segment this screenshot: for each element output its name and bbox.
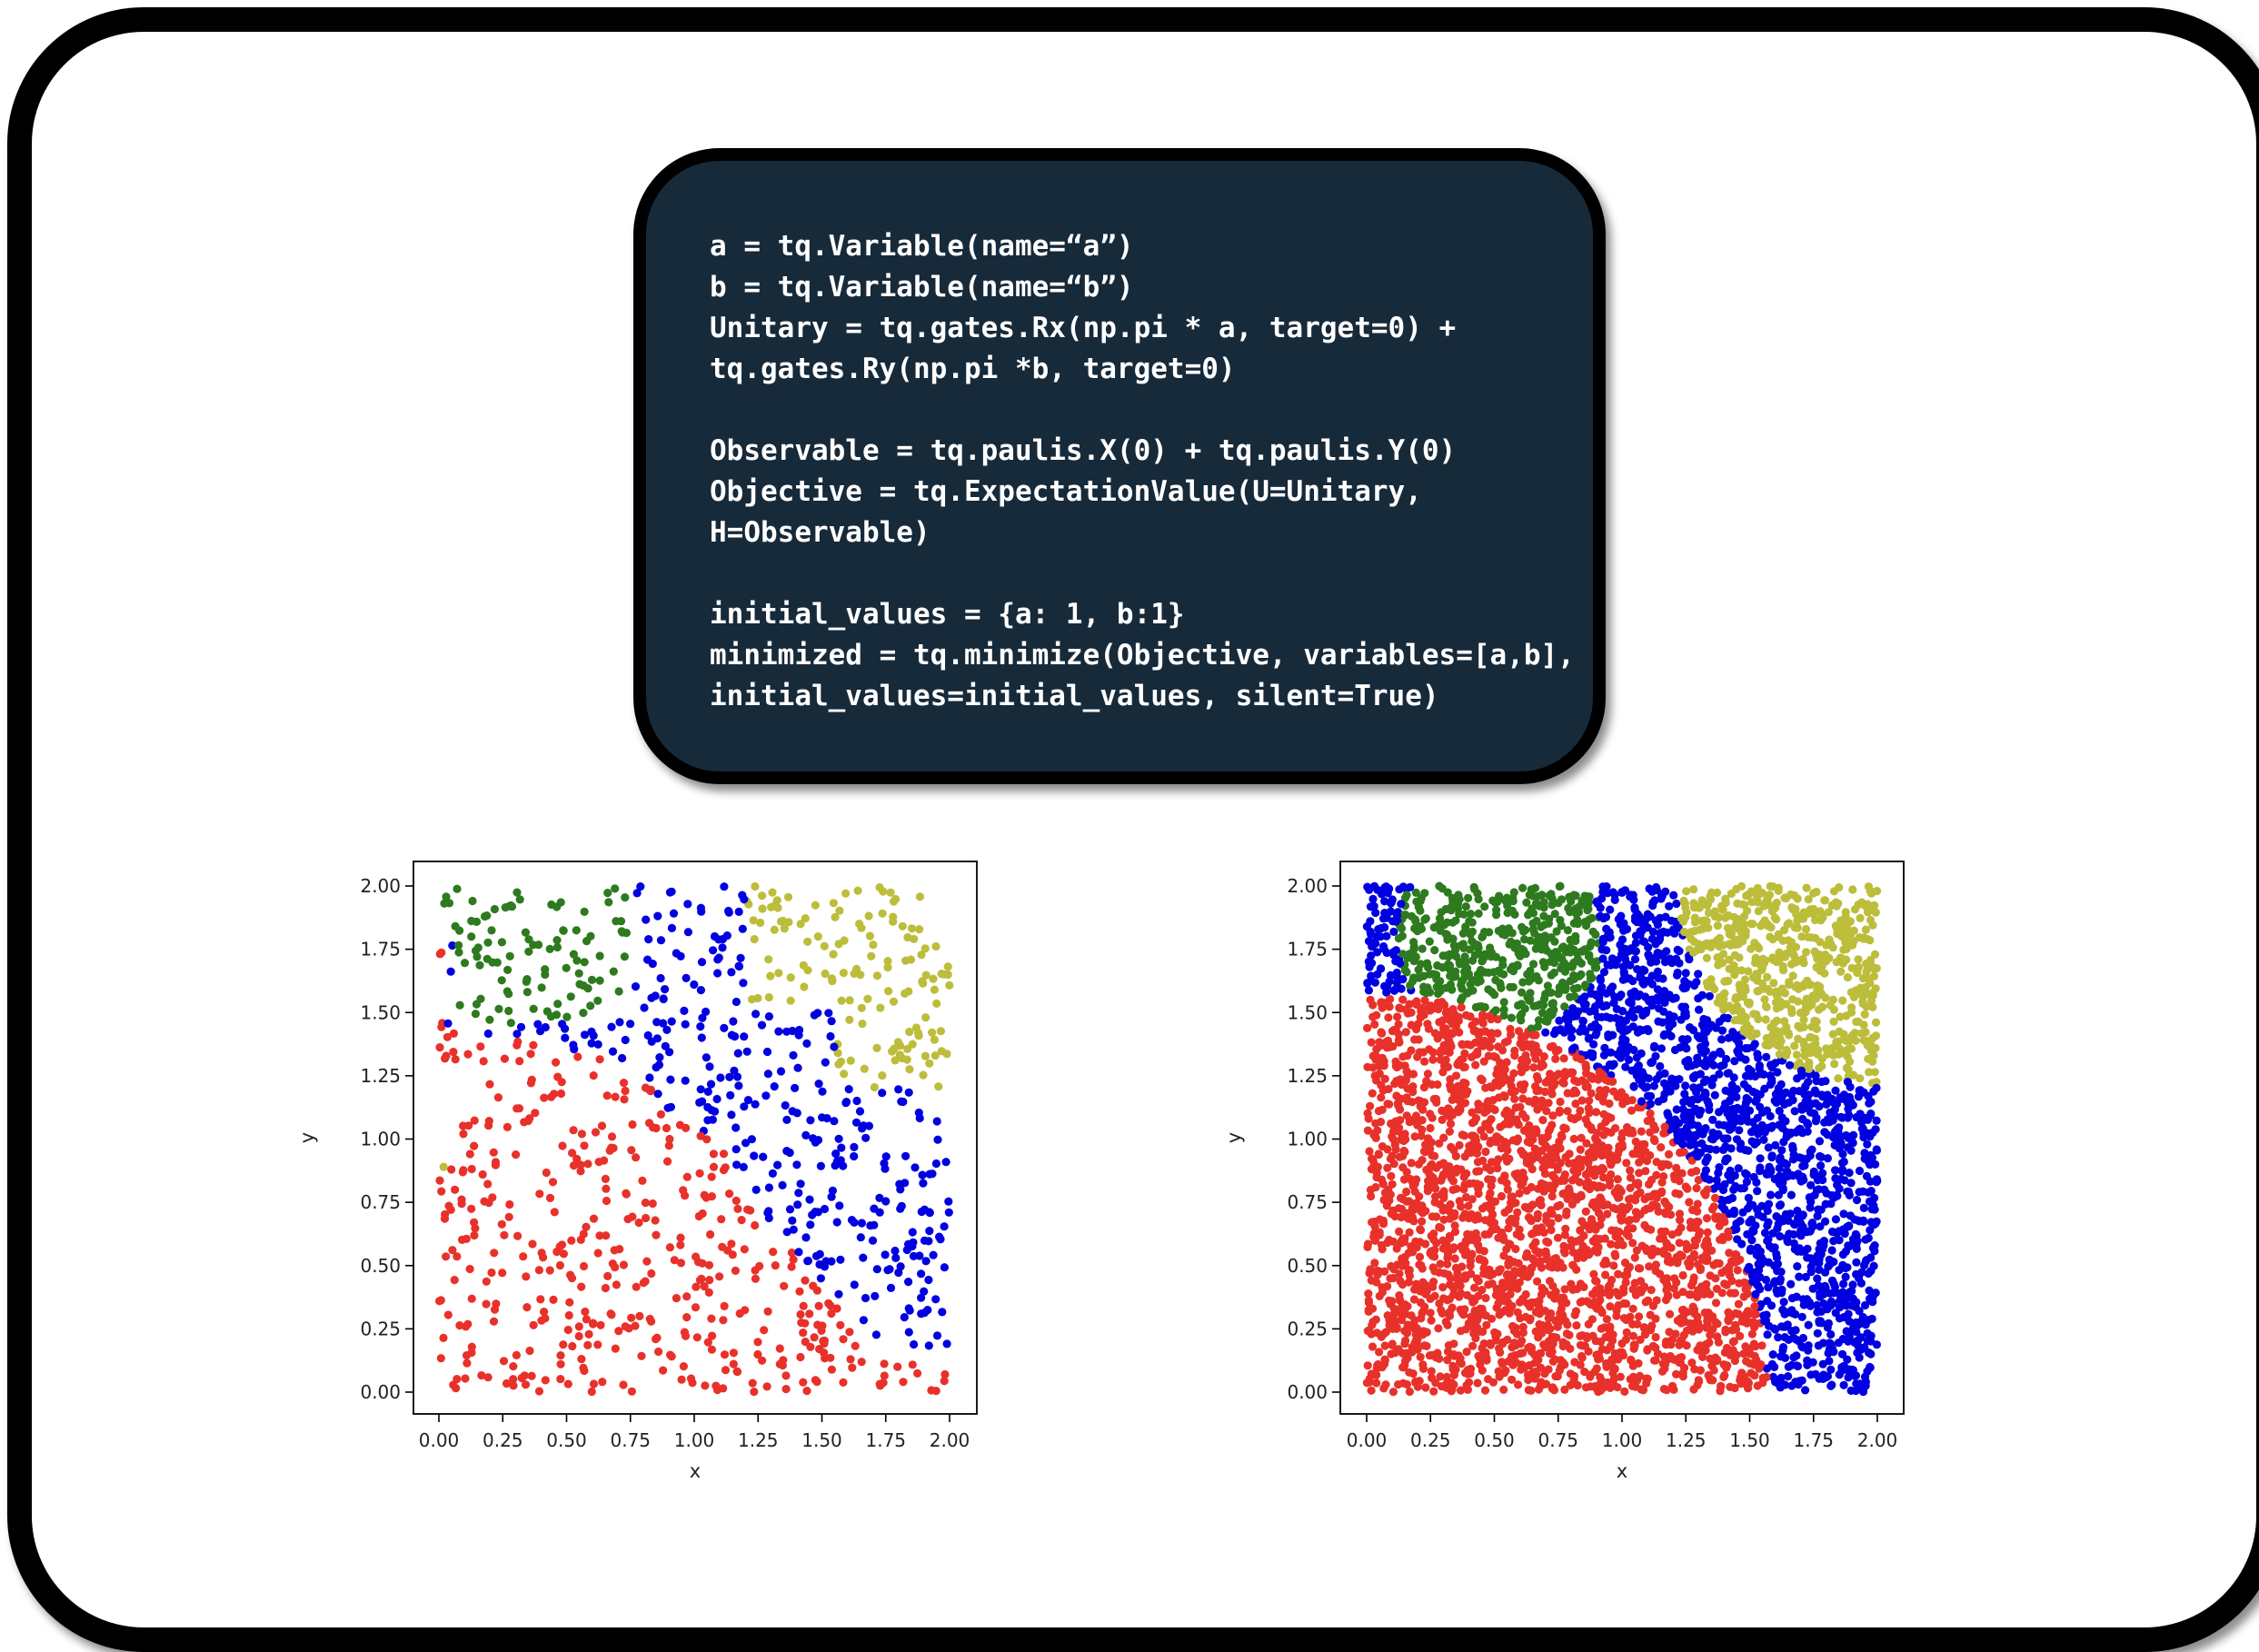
code-line: initial_values = {a: 1, b:1} [710,594,1575,635]
code-line [710,553,1575,594]
code-line: Unitary = tq.gates.Rx(np.pi * a, target=… [710,308,1575,349]
code-line: Objective = tq.ExpectationValue(U=Unitar… [710,472,1575,513]
code-line: H=Observable) [710,513,1575,553]
code-line: b = tq.Variable(name=“b”) [710,267,1575,308]
code-line: tq.gates.Ry(np.pi *b, target=0) [710,349,1575,390]
code-snippet: a = tq.Variable(name=“a”)b = tq.Variable… [710,226,1575,717]
code-line: a = tq.Variable(name=“a”) [710,226,1575,267]
code-snippet-box: a = tq.Variable(name=“a”)b = tq.Variable… [633,148,1606,784]
code-line: initial_values=initial_values, silent=Tr… [710,676,1575,717]
code-line [710,390,1575,431]
code-line: Observable = tq.paulis.X(0) + tq.paulis.… [710,431,1575,472]
code-line: minimized = tq.minimize(Objective, varia… [710,635,1575,676]
